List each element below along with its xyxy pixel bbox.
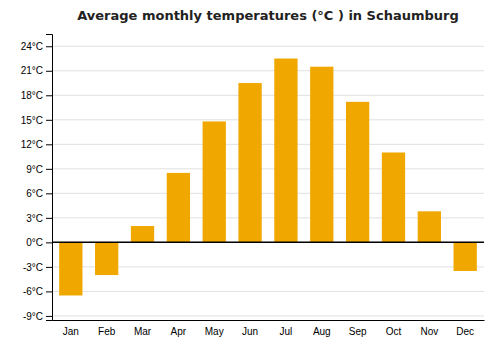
grid-line (52, 95, 484, 96)
bars (59, 59, 477, 296)
grid (52, 46, 484, 316)
y-tick-label: 12°C (21, 139, 43, 150)
bar (131, 226, 154, 242)
x-tick: Dec (456, 326, 474, 337)
y-tick: -9°C (23, 311, 52, 322)
x-tick: Feb (98, 326, 116, 337)
x-tick-label: Apr (171, 326, 187, 337)
x-tick-label: Jun (242, 326, 258, 337)
zero-line (52, 242, 484, 244)
x-tick-label: Aug (313, 326, 331, 337)
y-tick: 0°C (26, 237, 52, 248)
x-tick: Jun (242, 326, 258, 337)
y-tick-label: 3°C (26, 213, 43, 224)
x-tick: Oct (386, 326, 402, 337)
y-tick-mark (46, 71, 52, 72)
bar (95, 242, 118, 275)
grid-line (52, 144, 484, 145)
bar (418, 211, 441, 242)
y-tick-mark (46, 291, 52, 292)
x-tick-label: Sep (349, 326, 367, 337)
y-tick: 3°C (26, 213, 52, 224)
y-tick-label: -6°C (23, 286, 43, 297)
y-axis-line (46, 35, 53, 321)
grid-line (52, 315, 484, 316)
y-tick-mark (46, 267, 52, 268)
x-tick: Jan (63, 326, 79, 337)
bar (454, 242, 477, 271)
x-tick: Jul (280, 326, 293, 337)
y-tick-label: 0°C (26, 237, 43, 248)
grid-line (52, 168, 484, 169)
y-tick-mark (46, 193, 52, 194)
grid-line (52, 70, 484, 71)
y-tick-mark (46, 169, 52, 170)
y-tick: 21°C (21, 65, 52, 76)
x-tick-label: Feb (98, 326, 116, 337)
x-tick: May (205, 326, 224, 337)
x-tick: Aug (313, 326, 331, 337)
x-tick-label: Nov (420, 326, 438, 337)
y-tick-label: -9°C (23, 311, 43, 322)
chart: -9°C -6°C -3°C 0°C 3°C 6°C 9°C 12°C 15°C 18°C 21°C… (0, 0, 500, 350)
y-tick-label: 6°C (26, 188, 43, 199)
y-tick-label: -3°C (23, 262, 43, 273)
bar (59, 242, 82, 295)
y-tick-label: 15°C (21, 115, 43, 126)
title: Average monthly temperatures (°C ) in Sc… (77, 8, 459, 23)
y-tick-mark (46, 144, 52, 145)
y-tick-mark (46, 120, 52, 121)
bar (203, 121, 226, 242)
y-tick: 12°C (21, 139, 52, 150)
grid-line (52, 291, 484, 292)
x-axis-line (53, 320, 485, 321)
y-tick-mark (46, 316, 52, 317)
x-tick: Nov (420, 326, 438, 337)
bar (274, 59, 297, 243)
grid-line (52, 46, 484, 47)
y-tick: 15°C (21, 115, 52, 126)
y-tick: 9°C (26, 164, 52, 175)
x-tick: Mar (134, 326, 152, 337)
bar (167, 173, 190, 242)
y-tick-label: 9°C (26, 164, 43, 175)
bar (310, 67, 333, 243)
y-tick-mark (46, 218, 52, 219)
y-axis: -9°C -6°C -3°C 0°C 3°C 6°C 9°C 12°C 15°C 18°C 21°C… (21, 35, 53, 322)
y-tick-mark (46, 95, 52, 96)
y-tick-label: 21°C (21, 65, 43, 76)
grid-line (52, 193, 484, 194)
y-tick: 6°C (26, 188, 52, 199)
bar (238, 83, 261, 242)
y-tick: 24°C (21, 41, 52, 52)
x-tick-label: Oct (386, 326, 402, 337)
grid-line (52, 119, 484, 120)
y-tick: 18°C (21, 90, 52, 101)
bar (346, 102, 369, 243)
x-tick: Apr (171, 326, 187, 337)
y-tick-mark (46, 242, 52, 243)
x-axis: Jan Feb Mar Apr May Jun Jul Aug Sep Oct Nov Dec (53, 321, 485, 338)
grid-line (52, 242, 484, 243)
y-tick-label: 24°C (21, 41, 43, 52)
y-tick-label: 18°C (21, 90, 43, 101)
x-tick-label: May (205, 326, 224, 337)
bar (382, 152, 405, 242)
x-tick: Sep (349, 326, 367, 337)
plot: -9°C -6°C -3°C 0°C 3°C 6°C 9°C 12°C 15°C 18°C 21°C… (21, 35, 485, 338)
y-tick: -6°C (23, 286, 52, 297)
y-tick-mark (46, 46, 52, 47)
x-tick-label: Jan (63, 326, 79, 337)
x-tick-label: Mar (134, 326, 152, 337)
x-tick-label: Jul (280, 326, 293, 337)
y-tick: -3°C (23, 262, 52, 273)
x-tick-label: Dec (456, 326, 474, 337)
